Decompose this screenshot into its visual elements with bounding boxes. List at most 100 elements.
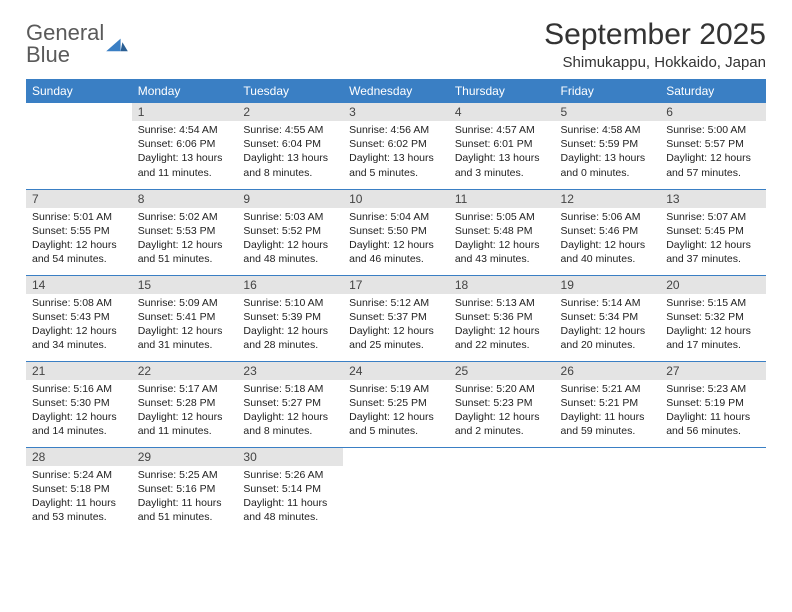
day-number: 26	[555, 362, 661, 380]
day-data: Sunrise: 5:09 AMSunset: 5:41 PMDaylight:…	[132, 294, 238, 357]
calendar-cell: 2Sunrise: 4:55 AMSunset: 6:04 PMDaylight…	[237, 103, 343, 189]
calendar-cell	[449, 447, 555, 533]
day-data: Sunrise: 5:04 AMSunset: 5:50 PMDaylight:…	[343, 208, 449, 271]
calendar-table: SundayMondayTuesdayWednesdayThursdayFrid…	[26, 79, 766, 533]
day-number: 19	[555, 276, 661, 294]
day-number: 18	[449, 276, 555, 294]
day-number: 1	[132, 103, 238, 121]
day-number: 12	[555, 190, 661, 208]
day-data: Sunrise: 5:21 AMSunset: 5:21 PMDaylight:…	[555, 380, 661, 443]
brand-logo: General Blue	[26, 18, 128, 66]
calendar-row: 21Sunrise: 5:16 AMSunset: 5:30 PMDayligh…	[26, 361, 766, 447]
day-number	[449, 448, 555, 466]
day-number: 27	[660, 362, 766, 380]
day-data: Sunrise: 5:08 AMSunset: 5:43 PMDaylight:…	[26, 294, 132, 357]
day-number: 29	[132, 448, 238, 466]
day-data: Sunrise: 4:55 AMSunset: 6:04 PMDaylight:…	[237, 121, 343, 184]
calendar-cell: 15Sunrise: 5:09 AMSunset: 5:41 PMDayligh…	[132, 275, 238, 361]
day-data: Sunrise: 5:03 AMSunset: 5:52 PMDaylight:…	[237, 208, 343, 271]
header: General Blue September 2025 Shimukappu, …	[26, 18, 766, 71]
day-data: Sunrise: 5:18 AMSunset: 5:27 PMDaylight:…	[237, 380, 343, 443]
day-data: Sunrise: 5:17 AMSunset: 5:28 PMDaylight:…	[132, 380, 238, 443]
calendar-cell: 6Sunrise: 5:00 AMSunset: 5:57 PMDaylight…	[660, 103, 766, 189]
brand-name-2: Blue	[26, 44, 104, 66]
day-number: 21	[26, 362, 132, 380]
calendar-cell: 29Sunrise: 5:25 AMSunset: 5:16 PMDayligh…	[132, 447, 238, 533]
weekday-header: Saturday	[660, 79, 766, 103]
day-number: 20	[660, 276, 766, 294]
day-number: 30	[237, 448, 343, 466]
day-data: Sunrise: 5:16 AMSunset: 5:30 PMDaylight:…	[26, 380, 132, 443]
day-data: Sunrise: 5:02 AMSunset: 5:53 PMDaylight:…	[132, 208, 238, 271]
day-number: 7	[26, 190, 132, 208]
day-number: 13	[660, 190, 766, 208]
day-data: Sunrise: 5:07 AMSunset: 5:45 PMDaylight:…	[660, 208, 766, 271]
day-data: Sunrise: 5:20 AMSunset: 5:23 PMDaylight:…	[449, 380, 555, 443]
calendar-row: 28Sunrise: 5:24 AMSunset: 5:18 PMDayligh…	[26, 447, 766, 533]
calendar-cell: 20Sunrise: 5:15 AMSunset: 5:32 PMDayligh…	[660, 275, 766, 361]
day-number	[343, 448, 449, 466]
day-number: 5	[555, 103, 661, 121]
day-data: Sunrise: 5:06 AMSunset: 5:46 PMDaylight:…	[555, 208, 661, 271]
calendar-cell: 1Sunrise: 4:54 AMSunset: 6:06 PMDaylight…	[132, 103, 238, 189]
calendar-cell: 12Sunrise: 5:06 AMSunset: 5:46 PMDayligh…	[555, 189, 661, 275]
brand-mark-icon	[106, 35, 128, 53]
day-number: 16	[237, 276, 343, 294]
calendar-cell: 11Sunrise: 5:05 AMSunset: 5:48 PMDayligh…	[449, 189, 555, 275]
day-number: 15	[132, 276, 238, 294]
day-number: 22	[132, 362, 238, 380]
calendar-cell: 22Sunrise: 5:17 AMSunset: 5:28 PMDayligh…	[132, 361, 238, 447]
day-data: Sunrise: 4:56 AMSunset: 6:02 PMDaylight:…	[343, 121, 449, 184]
day-number	[26, 103, 132, 121]
calendar-cell: 10Sunrise: 5:04 AMSunset: 5:50 PMDayligh…	[343, 189, 449, 275]
calendar-cell: 25Sunrise: 5:20 AMSunset: 5:23 PMDayligh…	[449, 361, 555, 447]
calendar-cell	[660, 447, 766, 533]
day-number	[660, 448, 766, 466]
calendar-cell: 7Sunrise: 5:01 AMSunset: 5:55 PMDaylight…	[26, 189, 132, 275]
day-data: Sunrise: 5:10 AMSunset: 5:39 PMDaylight:…	[237, 294, 343, 357]
weekday-header: Sunday	[26, 79, 132, 103]
calendar-cell: 16Sunrise: 5:10 AMSunset: 5:39 PMDayligh…	[237, 275, 343, 361]
day-data: Sunrise: 5:19 AMSunset: 5:25 PMDaylight:…	[343, 380, 449, 443]
calendar-cell: 21Sunrise: 5:16 AMSunset: 5:30 PMDayligh…	[26, 361, 132, 447]
day-number: 14	[26, 276, 132, 294]
day-data: Sunrise: 5:01 AMSunset: 5:55 PMDaylight:…	[26, 208, 132, 271]
calendar-cell: 28Sunrise: 5:24 AMSunset: 5:18 PMDayligh…	[26, 447, 132, 533]
calendar-row: 14Sunrise: 5:08 AMSunset: 5:43 PMDayligh…	[26, 275, 766, 361]
calendar-cell: 4Sunrise: 4:57 AMSunset: 6:01 PMDaylight…	[449, 103, 555, 189]
calendar-cell: 26Sunrise: 5:21 AMSunset: 5:21 PMDayligh…	[555, 361, 661, 447]
weekday-header: Thursday	[449, 79, 555, 103]
calendar-cell: 3Sunrise: 4:56 AMSunset: 6:02 PMDaylight…	[343, 103, 449, 189]
calendar-cell	[343, 447, 449, 533]
day-number	[555, 448, 661, 466]
weekday-header: Wednesday	[343, 79, 449, 103]
day-number: 11	[449, 190, 555, 208]
day-number: 4	[449, 103, 555, 121]
calendar-cell: 8Sunrise: 5:02 AMSunset: 5:53 PMDaylight…	[132, 189, 238, 275]
calendar-cell: 5Sunrise: 4:58 AMSunset: 5:59 PMDaylight…	[555, 103, 661, 189]
brand-name-1: General	[26, 22, 104, 44]
day-number: 9	[237, 190, 343, 208]
day-data: Sunrise: 5:25 AMSunset: 5:16 PMDaylight:…	[132, 466, 238, 529]
day-data: Sunrise: 5:00 AMSunset: 5:57 PMDaylight:…	[660, 121, 766, 184]
day-data: Sunrise: 4:54 AMSunset: 6:06 PMDaylight:…	[132, 121, 238, 184]
day-data: Sunrise: 5:14 AMSunset: 5:34 PMDaylight:…	[555, 294, 661, 357]
day-number: 28	[26, 448, 132, 466]
day-data: Sunrise: 4:57 AMSunset: 6:01 PMDaylight:…	[449, 121, 555, 184]
day-number: 2	[237, 103, 343, 121]
calendar-cell	[555, 447, 661, 533]
calendar-row: 7Sunrise: 5:01 AMSunset: 5:55 PMDaylight…	[26, 189, 766, 275]
calendar-cell: 23Sunrise: 5:18 AMSunset: 5:27 PMDayligh…	[237, 361, 343, 447]
calendar-cell: 18Sunrise: 5:13 AMSunset: 5:36 PMDayligh…	[449, 275, 555, 361]
weekday-header: Friday	[555, 79, 661, 103]
calendar-cell: 19Sunrise: 5:14 AMSunset: 5:34 PMDayligh…	[555, 275, 661, 361]
day-data: Sunrise: 4:58 AMSunset: 5:59 PMDaylight:…	[555, 121, 661, 184]
day-number: 6	[660, 103, 766, 121]
calendar-row: 1Sunrise: 4:54 AMSunset: 6:06 PMDaylight…	[26, 103, 766, 189]
day-data: Sunrise: 5:26 AMSunset: 5:14 PMDaylight:…	[237, 466, 343, 529]
day-number: 23	[237, 362, 343, 380]
day-number: 24	[343, 362, 449, 380]
day-number: 8	[132, 190, 238, 208]
day-number: 10	[343, 190, 449, 208]
weekday-header: Tuesday	[237, 79, 343, 103]
